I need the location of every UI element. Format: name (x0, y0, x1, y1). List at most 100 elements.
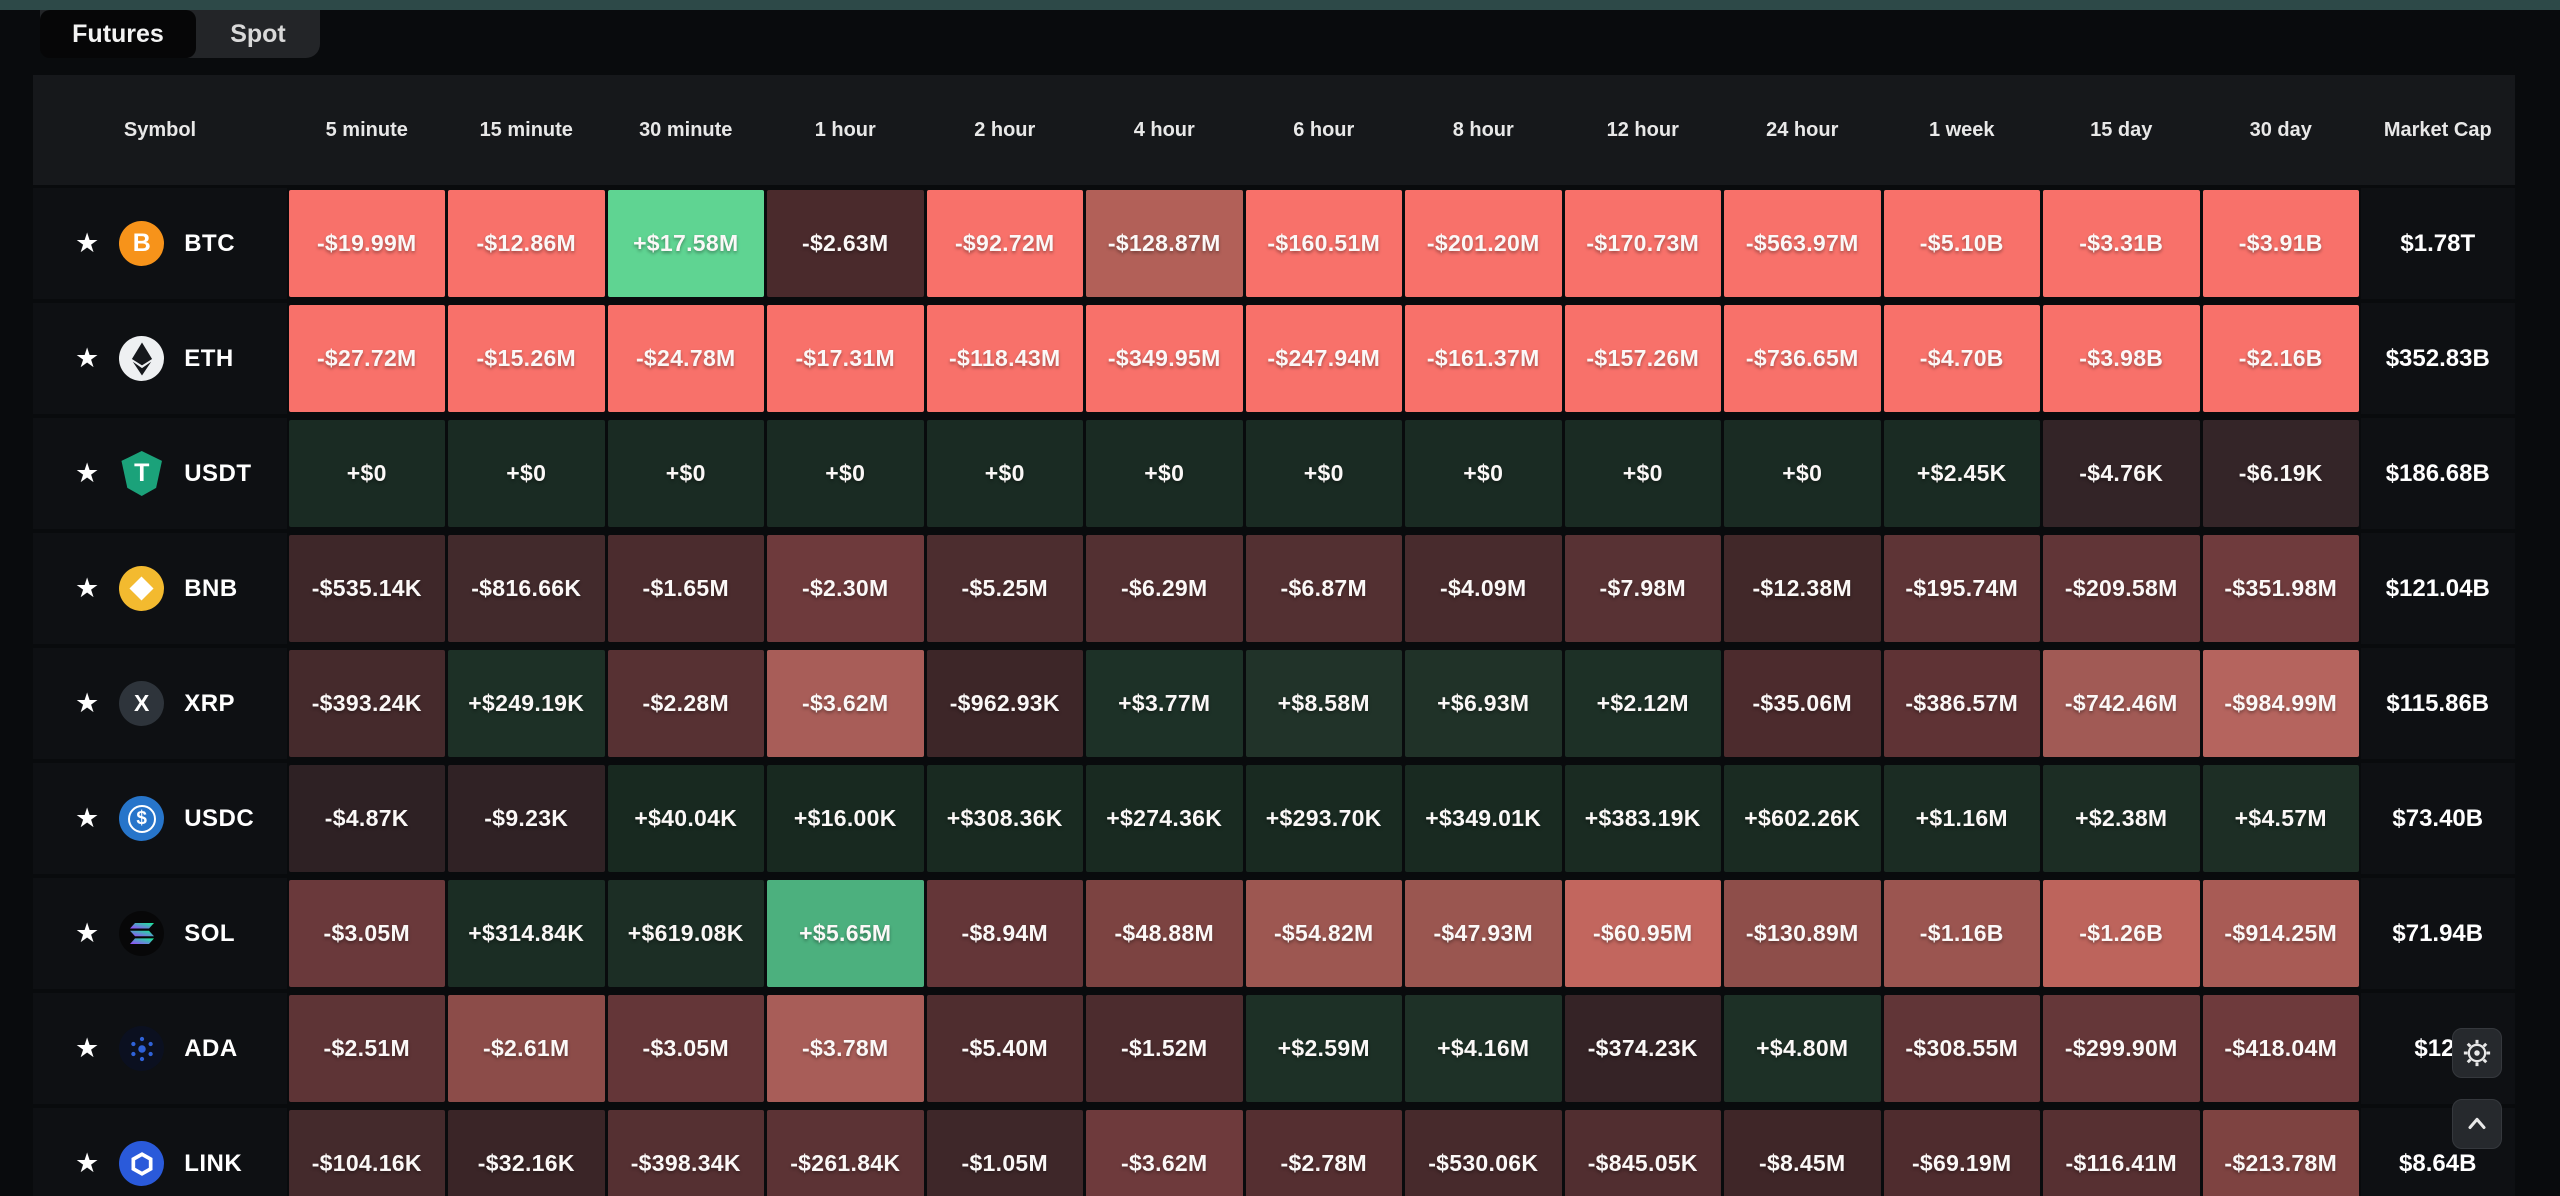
flow-value: -$161.37M (1405, 305, 1562, 412)
flow-cell: -$6.29M (1085, 533, 1245, 644)
tab-futures[interactable]: Futures (40, 10, 196, 58)
flow-cell: -$1.16B (1882, 878, 2042, 989)
flow-value: +$2.38M (2043, 765, 2200, 872)
flow-cell: -$6.19K (2201, 418, 2361, 529)
flow-value: -$374.23K (1565, 995, 1722, 1102)
flow-value: -$816.66K (448, 535, 605, 642)
flow-cell: +$4.80M (1723, 993, 1883, 1104)
favorite-star-icon[interactable]: ★ (75, 920, 99, 947)
symbol-cell[interactable]: ★ SOL (33, 878, 287, 989)
favorite-star-icon[interactable]: ★ (75, 575, 99, 602)
flow-cell: -$3.05M (606, 993, 766, 1104)
flow-cell: -$32.16K (447, 1108, 607, 1196)
settings-button[interactable] (2452, 1028, 2502, 1078)
flow-cell: -$530.06K (1404, 1108, 1564, 1196)
flow-value: -$3.91B (2203, 190, 2360, 297)
favorite-star-icon[interactable]: ★ (75, 1035, 99, 1062)
symbol-cell[interactable]: ★ ETH (33, 303, 287, 414)
flow-value: +$2.12M (1565, 650, 1722, 757)
flow-value: -$386.57M (1884, 650, 2041, 757)
market-cap-cell: $352.83B (2361, 303, 2516, 414)
flow-value: +$0 (1405, 420, 1562, 527)
flow-cell: -$130.89M (1723, 878, 1883, 989)
scroll-to-top-button[interactable] (2452, 1099, 2502, 1149)
flow-value: -$47.93M (1405, 880, 1562, 987)
column-header[interactable]: 30 minute (606, 119, 766, 142)
favorite-star-icon[interactable]: ★ (75, 230, 99, 257)
symbol-label: ETH (184, 345, 234, 373)
flow-value: -$24.78M (608, 305, 765, 412)
favorite-star-icon[interactable]: ★ (75, 345, 99, 372)
link-coin-icon (119, 1141, 164, 1186)
flow-value: -$2.63M (767, 190, 924, 297)
column-header[interactable]: 4 hour (1085, 119, 1245, 142)
flow-value: -$157.26M (1565, 305, 1722, 412)
flow-cell: -$563.97M (1723, 188, 1883, 299)
flow-value: +$383.19K (1565, 765, 1722, 872)
favorite-star-icon[interactable]: ★ (75, 805, 99, 832)
column-header[interactable]: Symbol (33, 119, 287, 142)
flow-cell: -$2.63M (766, 188, 926, 299)
column-header[interactable]: 15 minute (447, 119, 607, 142)
symbol-cell[interactable]: ★$USDC (33, 763, 287, 874)
favorite-star-icon[interactable]: ★ (75, 1150, 99, 1177)
flow-cell: +$602.26K (1723, 763, 1883, 874)
flow-value: -$1.26B (2043, 880, 2200, 987)
flow-value: -$914.25M (2203, 880, 2360, 987)
column-header[interactable]: 15 day (2042, 119, 2202, 142)
flow-cell: -$17.31M (766, 303, 926, 414)
flow-cell: -$3.98B (2042, 303, 2202, 414)
usdt-coin-icon: T (119, 451, 164, 496)
flow-cell: +$2.12M (1563, 648, 1723, 759)
symbol-cell[interactable]: ★BNB (33, 533, 287, 644)
flow-value: -$116.41M (2043, 1110, 2200, 1196)
symbol-label: SOL (184, 920, 235, 948)
column-header[interactable]: 8 hour (1404, 119, 1564, 142)
flow-cell: -$4.70B (1882, 303, 2042, 414)
symbol-label: XRP (184, 690, 235, 718)
flow-value: -$2.28M (608, 650, 765, 757)
flow-value: -$4.09M (1405, 535, 1562, 642)
flow-value: +$0 (1724, 420, 1881, 527)
crypto-flow-table: Symbol5 minute15 minute30 minute1 hour2 … (33, 75, 2515, 1196)
symbol-cell[interactable]: ★ADA (33, 993, 287, 1104)
flow-cell: -$2.28M (606, 648, 766, 759)
column-header[interactable]: Market Cap (2361, 119, 2516, 142)
symbol-cell[interactable]: ★XXRP (33, 648, 287, 759)
column-header[interactable]: 1 week (1882, 119, 2042, 142)
flow-value: -$2.51M (289, 995, 446, 1102)
bnb-coin-icon (119, 566, 164, 611)
flow-value: -$962.93K (927, 650, 1084, 757)
flow-cell: -$349.95M (1085, 303, 1245, 414)
symbol-cell[interactable]: ★ T USDT (33, 418, 287, 529)
top-accent-bar (0, 0, 2560, 10)
favorite-star-icon[interactable]: ★ (75, 460, 99, 487)
flow-cell: -$2.78M (1244, 1108, 1404, 1196)
column-header[interactable]: 5 minute (287, 119, 447, 142)
symbol-label: USDT (184, 460, 251, 488)
flow-value: -$742.46M (2043, 650, 2200, 757)
table-row: ★LINK-$104.16K-$32.16K-$398.34K-$261.84K… (33, 1108, 2515, 1196)
column-header[interactable]: 2 hour (925, 119, 1085, 142)
flow-cell: -$4.76K (2042, 418, 2202, 529)
flow-cell: -$4.87K (287, 763, 447, 874)
flow-value: +$4.57M (2203, 765, 2360, 872)
flow-cell: +$308.36K (925, 763, 1085, 874)
column-header[interactable]: 1 hour (766, 119, 926, 142)
flow-value: +$0 (1246, 420, 1403, 527)
flow-cell: -$3.62M (766, 648, 926, 759)
flow-value: +$308.36K (927, 765, 1084, 872)
flow-cell: -$261.84K (766, 1108, 926, 1196)
column-header[interactable]: 24 hour (1723, 119, 1883, 142)
column-header[interactable]: 12 hour (1563, 119, 1723, 142)
symbol-cell[interactable]: ★BBTC (33, 188, 287, 299)
column-header[interactable]: 30 day (2201, 119, 2361, 142)
column-header[interactable]: 6 hour (1244, 119, 1404, 142)
flow-cell: -$374.23K (1563, 993, 1723, 1104)
flow-cell: -$736.65M (1723, 303, 1883, 414)
tab-spot[interactable]: Spot (196, 10, 320, 58)
favorite-star-icon[interactable]: ★ (75, 690, 99, 717)
flow-value: -$160.51M (1246, 190, 1403, 297)
symbol-cell[interactable]: ★LINK (33, 1108, 287, 1196)
flow-cell: +$6.93M (1404, 648, 1564, 759)
